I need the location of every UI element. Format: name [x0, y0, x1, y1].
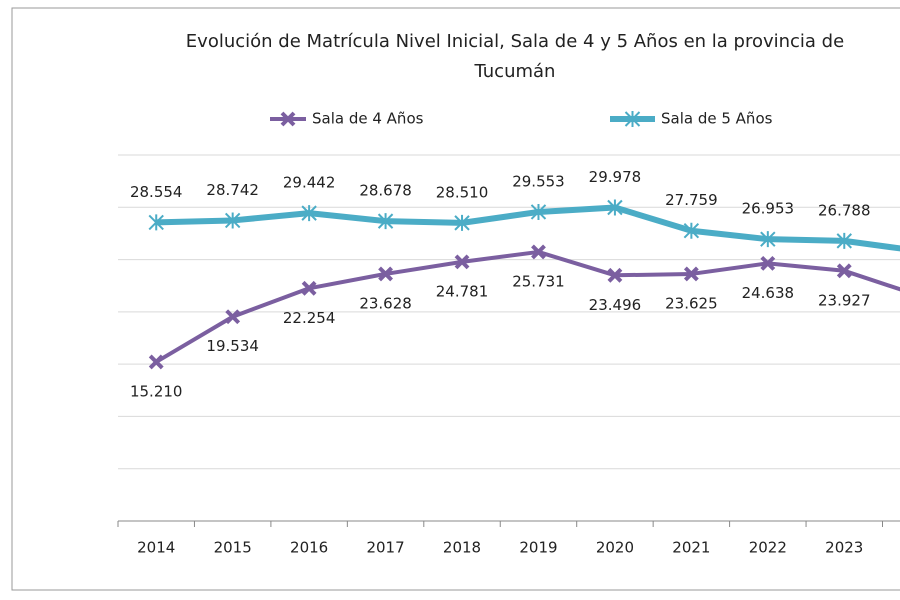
data-label: 23.496: [589, 296, 642, 314]
x-tick-label: 2015: [214, 539, 252, 557]
marker: [224, 212, 241, 229]
chart-title: Tucumán: [474, 61, 556, 82]
data-label: 23.625: [665, 294, 718, 312]
marker: [607, 199, 623, 216]
x-tick-label: 2018: [443, 539, 481, 557]
data-label: 28.678: [359, 182, 412, 200]
marker: [454, 214, 470, 231]
marker: [301, 280, 317, 296]
data-label: 28.554: [130, 183, 183, 201]
x-tick-label: 2023: [825, 539, 863, 557]
data-label: 24.781: [436, 282, 489, 300]
x-tick-label: 2021: [672, 539, 710, 557]
data-label: 15.210: [130, 382, 183, 400]
legend-label: Sala de 4 Años: [312, 110, 424, 128]
data-label: 22.254: [283, 309, 336, 327]
marker: [530, 203, 547, 220]
chart-title: Evolución de Matrícula Nivel Inicial, Sa…: [186, 31, 844, 52]
marker: [148, 214, 164, 231]
marker: [225, 309, 241, 325]
legend-label: Sala de 5 Años: [661, 110, 773, 128]
x-tick-label: 2017: [366, 539, 404, 557]
chart-border: [11, 7, 900, 591]
marker: [624, 111, 641, 127]
marker: [148, 354, 164, 370]
x-tick-label: 2019: [519, 539, 557, 557]
data-label: 28.510: [436, 183, 489, 201]
data-label: 26.953: [742, 200, 795, 218]
marker: [607, 267, 623, 283]
marker: [683, 222, 700, 239]
data-label: 29.442: [283, 174, 336, 192]
marker: [760, 255, 776, 271]
marker: [836, 232, 852, 249]
marker: [683, 266, 699, 282]
x-tick-label: 2016: [290, 539, 328, 557]
marker: [454, 254, 470, 270]
marker: [280, 111, 296, 127]
x-tick-label: 2020: [596, 539, 634, 557]
data-label: 24.638: [742, 284, 795, 302]
data-label: 23.927: [818, 291, 871, 309]
marker: [760, 231, 776, 248]
data-label: 25.731: [512, 272, 565, 290]
data-label: 27.759: [665, 191, 718, 209]
data-label: 29.553: [512, 172, 565, 190]
data-label: 29.978: [589, 168, 642, 186]
marker: [301, 205, 317, 222]
data-label: 23.628: [359, 294, 412, 312]
data-label: 26.788: [818, 201, 871, 219]
marker: [836, 263, 852, 279]
x-tick-label: 2022: [749, 539, 787, 557]
marker: [377, 213, 394, 230]
data-label: 28.742: [206, 181, 259, 199]
marker: [378, 266, 393, 282]
data-label: 19.534: [206, 337, 259, 355]
marker: [531, 244, 546, 260]
x-tick-label: 2014: [137, 539, 175, 557]
